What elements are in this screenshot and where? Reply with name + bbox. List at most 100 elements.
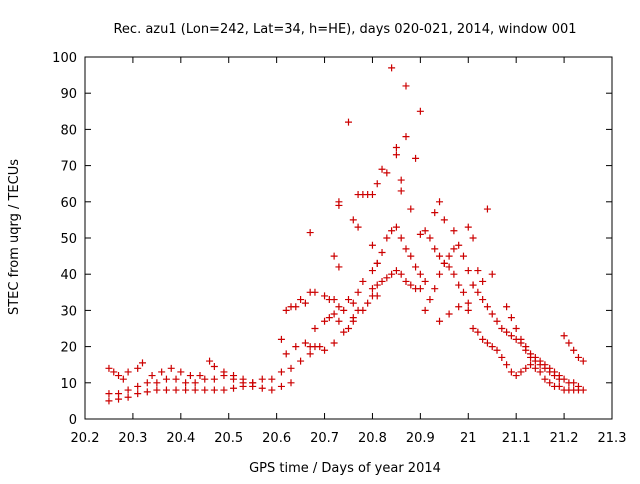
data-point (378, 165, 386, 173)
data-point (335, 198, 343, 206)
y-tick-label: 100 (52, 51, 77, 66)
data-point (574, 382, 582, 390)
data-point (479, 296, 487, 304)
data-point (345, 118, 352, 126)
data-point (378, 277, 386, 285)
data-point (292, 303, 300, 311)
data-point (464, 267, 472, 275)
data-point (498, 325, 506, 332)
data-point (455, 303, 463, 311)
x-tick-label: 20.6 (262, 431, 291, 446)
data-point (388, 64, 396, 72)
data-point (172, 386, 180, 394)
data-points (105, 64, 587, 405)
data-point (316, 343, 324, 351)
data-point (555, 375, 563, 383)
data-point (440, 259, 448, 267)
data-point (483, 339, 491, 347)
data-point (546, 368, 554, 376)
data-point (105, 390, 113, 398)
data-point (517, 335, 525, 343)
x-tick-label: 20.3 (118, 431, 147, 446)
data-point (383, 234, 391, 242)
data-point (445, 263, 453, 271)
data-point (143, 388, 151, 396)
data-point (158, 368, 166, 376)
data-point (277, 382, 285, 390)
data-point (368, 241, 376, 249)
y-axis: 0 10 20 30 40 50 60 70 80 90 100 (52, 51, 612, 428)
data-point (474, 288, 482, 296)
y-tick-label: 80 (60, 123, 77, 138)
y-tick-label: 40 (60, 268, 77, 283)
data-point (182, 386, 190, 394)
data-point (412, 154, 420, 162)
x-tick-label: 20.9 (406, 431, 435, 446)
data-point (479, 335, 487, 343)
x-tick-label: 21.2 (550, 431, 579, 446)
data-point (282, 350, 290, 358)
data-point (450, 270, 458, 278)
data-point (162, 386, 170, 394)
data-point (258, 375, 266, 383)
data-point (210, 386, 218, 394)
data-point (416, 270, 424, 278)
data-point (464, 299, 472, 307)
data-point (574, 353, 582, 361)
data-point (392, 267, 400, 275)
data-point (268, 375, 276, 383)
data-point (512, 372, 520, 380)
data-point (201, 386, 209, 394)
data-point (220, 386, 228, 394)
data-point (186, 372, 194, 380)
data-point (321, 292, 329, 300)
data-point (124, 368, 132, 376)
data-point (426, 234, 434, 242)
data-point (321, 317, 329, 325)
data-point (464, 223, 472, 231)
data-point (392, 144, 400, 151)
data-point (345, 296, 352, 304)
data-point (392, 151, 400, 159)
data-point (373, 281, 381, 289)
data-point (321, 346, 329, 354)
data-point (402, 277, 410, 285)
data-point (503, 303, 511, 311)
data-point (230, 375, 238, 383)
data-point (579, 386, 587, 394)
data-point (469, 325, 477, 332)
data-point (531, 364, 539, 372)
data-point (397, 187, 405, 195)
data-point (483, 303, 491, 311)
data-point (373, 292, 381, 300)
x-tick-label: 21.1 (502, 431, 531, 446)
data-point (421, 306, 429, 314)
data-point (436, 198, 444, 206)
data-point (488, 343, 496, 351)
data-point (536, 368, 544, 376)
data-point (455, 281, 463, 289)
x-tick-label: 20.5 (214, 431, 243, 446)
data-point (416, 230, 424, 238)
data-point (167, 364, 175, 372)
data-point (436, 317, 444, 325)
data-point (488, 310, 496, 318)
data-point (541, 375, 549, 383)
data-point (551, 372, 559, 380)
data-point (527, 361, 535, 369)
data-point (459, 288, 467, 296)
data-point (115, 372, 123, 380)
data-point (268, 386, 276, 394)
data-point (445, 310, 453, 318)
data-point (383, 169, 391, 177)
y-tick-label: 10 (60, 377, 77, 392)
data-point (349, 314, 357, 322)
data-point (172, 375, 180, 383)
data-point (301, 299, 309, 307)
data-point (445, 252, 453, 260)
x-tick-label: 20.4 (166, 431, 195, 446)
data-point (402, 133, 410, 141)
x-axis: 20.2 20.3 20.4 20.5 20.6 20.7 20.8 20.9 21 21.1 21… (71, 57, 626, 446)
data-point (330, 296, 338, 304)
y-tick-label: 70 (60, 160, 77, 175)
